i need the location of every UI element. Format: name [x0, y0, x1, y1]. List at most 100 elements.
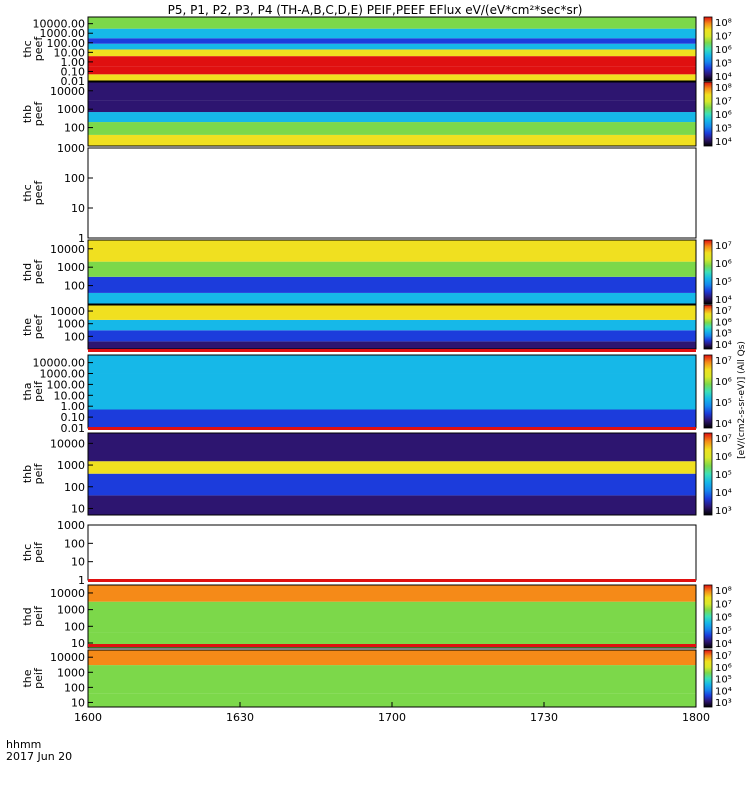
y-tick-label: 10000 — [50, 85, 85, 98]
y-tick-label: 1000 — [57, 604, 85, 617]
spectrogram-band — [88, 373, 696, 410]
y-tick-label: 1000 — [57, 519, 85, 532]
colorbar-tick-label: 10⁴ — [715, 488, 732, 499]
colorbar — [703, 81, 713, 147]
colorbar — [703, 239, 713, 305]
spectrogram-band — [88, 461, 696, 474]
y-tick-label: 1 — [78, 232, 85, 245]
y-tick-label: 100 — [64, 681, 85, 694]
fill-flag-strip — [88, 579, 696, 582]
y-axis-label: peif — [32, 667, 45, 689]
time-axis-label-date: 2017 Jun 20 — [6, 750, 72, 763]
y-tick-label: 100.00 — [47, 37, 86, 50]
y-tick-label: 100 — [64, 330, 85, 343]
y-axis-label: peef — [32, 36, 45, 62]
colorbar-tick-label: 10³ — [715, 506, 732, 517]
colorbar-tick-label: 10⁸ — [715, 83, 732, 94]
colorbar-tick-label: 10⁷ — [715, 97, 732, 108]
y-tick-label: 10000.00 — [33, 357, 86, 370]
y-axis-label: peef — [32, 180, 45, 206]
spectrogram-band — [88, 473, 696, 496]
y-tick-label: 1000 — [57, 103, 85, 116]
spectrogram-band — [88, 319, 696, 331]
colorbar-tick-label: 10⁸ — [715, 18, 732, 29]
spectrogram-band — [88, 433, 696, 462]
plot-frame — [87, 239, 697, 305]
colorbar — [703, 354, 713, 429]
y-axis-label: thd — [21, 263, 34, 281]
y-tick-label: 100 — [64, 620, 85, 633]
y-tick-label: 0.10 — [61, 411, 86, 424]
colorbar-tick-label: 10⁷ — [715, 651, 732, 662]
y-axis-label: thd — [21, 607, 34, 625]
y-axis-label: peif — [32, 605, 45, 627]
colorbar-tick-label: 10⁶ — [715, 663, 732, 674]
spectrogram-band — [88, 134, 696, 146]
y-axis-label: peef — [32, 101, 45, 127]
plot-frame — [87, 16, 697, 82]
colorbar-tick-label: 10³ — [715, 698, 732, 709]
fill-flag-strip — [88, 644, 696, 647]
colorbar-tick-label: 10⁴ — [715, 639, 732, 650]
x-tick-label: 1700 — [378, 711, 406, 724]
y-tick-label: 1000.00 — [40, 368, 86, 381]
spectrogram-band — [88, 49, 696, 57]
colorbar-tick-label: 10⁷ — [715, 434, 732, 445]
plot-area — [88, 525, 696, 580]
y-tick-label: 0.01 — [61, 422, 86, 435]
y-axis-label: peef — [32, 314, 45, 340]
y-tick-label: 1000 — [57, 459, 85, 472]
y-tick-label: 100 — [64, 122, 85, 135]
y-tick-label: 1000.00 — [40, 27, 86, 40]
colorbar-tick-label: 10⁸ — [715, 586, 732, 597]
y-axis-label: thb — [21, 105, 34, 123]
plot-area — [88, 148, 696, 238]
y-tick-label: 10 — [71, 637, 85, 650]
colorbar — [703, 584, 713, 649]
y-tick-label: 10 — [71, 502, 85, 515]
time-axis-label-unit: hhmm — [6, 738, 41, 751]
colorbar-tick-label: 10⁵ — [715, 398, 732, 409]
colorbar-tick-label: 10⁵ — [715, 329, 732, 340]
plot-frame — [87, 432, 697, 516]
panels-group: 10000.001000.00100.0010.001.000.100.01th… — [21, 16, 747, 709]
y-tick-label: 100 — [64, 280, 85, 293]
spectrogram-band — [88, 112, 696, 123]
colorbar-tick-label: 10⁵ — [715, 277, 732, 288]
y-axis-label: thc — [21, 544, 34, 561]
colorbar-tick-label: 10⁴ — [715, 419, 732, 430]
spectrogram-band — [88, 240, 696, 262]
y-axis-label: peif — [32, 463, 45, 485]
spectrogram-band — [88, 82, 696, 101]
colorbar — [703, 649, 713, 708]
y-tick-label: 1000 — [57, 666, 85, 679]
y-tick-label: 10000 — [50, 587, 85, 600]
spectrogram-band — [88, 28, 696, 39]
x-tick-label: 1630 — [226, 711, 254, 724]
y-tick-label: 100 — [64, 481, 85, 494]
spectrogram-band — [88, 409, 696, 428]
y-axis-label: peif — [32, 380, 45, 402]
y-tick-label: 10000.00 — [33, 18, 86, 31]
colorbar-tick-label: 10⁵ — [715, 124, 732, 135]
spectrogram-band — [88, 66, 696, 75]
y-tick-label: 1.00 — [61, 56, 86, 69]
colorbar-tick-label: 10⁷ — [715, 241, 732, 252]
spectrogram-band — [88, 276, 696, 293]
y-axis-label: thc — [21, 40, 34, 57]
colorbar-tick-label: 10⁷ — [715, 32, 732, 43]
fill-flag-strip — [88, 427, 696, 430]
spectrogram-band — [88, 43, 696, 50]
y-tick-label: 1000 — [57, 318, 85, 331]
spectrogram-band — [88, 355, 696, 374]
spectrogram-band — [88, 341, 696, 349]
colorbar-tick-label: 10⁵ — [715, 626, 732, 637]
y-axis-label: the — [21, 318, 34, 336]
y-axis-label: thc — [21, 184, 34, 201]
